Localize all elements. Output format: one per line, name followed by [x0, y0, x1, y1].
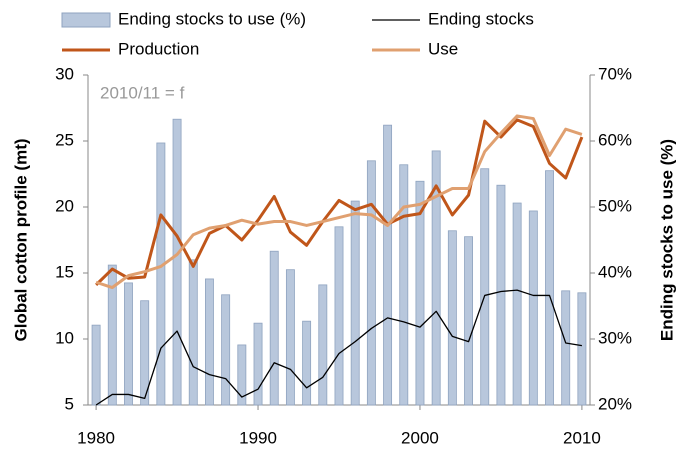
bar	[366, 160, 376, 406]
x-tick-label: 2000	[401, 428, 439, 447]
y-tick-label: 30	[55, 64, 74, 83]
bar	[528, 210, 538, 406]
bar	[399, 164, 409, 406]
y2-tick-label: 30%	[598, 328, 632, 347]
bar	[496, 184, 506, 406]
y-tick-label: 5	[65, 394, 74, 413]
y-tick-label: 25	[55, 130, 74, 149]
annotation: 2010/11 = f	[100, 83, 185, 102]
line	[95, 289, 583, 406]
line	[95, 114, 583, 290]
y-tick-label: 10	[55, 328, 74, 347]
bar	[561, 290, 571, 406]
y2-tick-label: 50%	[598, 196, 632, 215]
y2-tick-label: 40%	[598, 262, 632, 281]
x-tick-label: 2010	[563, 428, 601, 447]
bar	[253, 322, 263, 406]
bar	[172, 118, 182, 406]
y-tick-label: 20	[55, 196, 74, 215]
bar	[237, 344, 247, 406]
bar	[350, 200, 360, 406]
bar	[205, 278, 214, 406]
y2-axis-label: Ending stocks to use (%)	[657, 139, 676, 341]
bar	[512, 202, 522, 406]
line	[95, 118, 584, 286]
bar	[302, 320, 312, 406]
y2-tick-label: 20%	[598, 394, 632, 413]
legend-label: Ending stocks	[428, 9, 534, 28]
bar	[464, 236, 473, 406]
bar	[156, 142, 166, 406]
legend-swatch	[61, 12, 111, 28]
y-tick-label: 15	[55, 262, 74, 281]
bar	[124, 282, 133, 406]
bar	[188, 259, 198, 406]
y-axis-label: Global cotton profile (mt)	[11, 138, 30, 341]
bar	[269, 250, 279, 406]
bar	[221, 294, 231, 406]
legend-label: Production	[118, 39, 199, 58]
legend-label: Ending stocks to use (%)	[118, 9, 306, 28]
y2-tick-label: 60%	[598, 130, 632, 149]
y2-tick-label: 70%	[598, 64, 632, 83]
bar	[480, 168, 490, 406]
bar	[415, 180, 425, 406]
x-tick-label: 1990	[239, 428, 277, 447]
bar	[140, 300, 150, 406]
x-tick-label: 1980	[77, 428, 115, 447]
bar	[91, 324, 101, 406]
bar	[545, 170, 554, 406]
bar	[107, 264, 117, 406]
legend-label: Use	[428, 39, 458, 58]
bar	[383, 124, 393, 406]
bar	[577, 292, 587, 406]
bar	[285, 269, 295, 406]
bar	[447, 230, 457, 406]
bar	[431, 150, 441, 406]
bar	[334, 226, 344, 406]
bar	[318, 284, 328, 406]
